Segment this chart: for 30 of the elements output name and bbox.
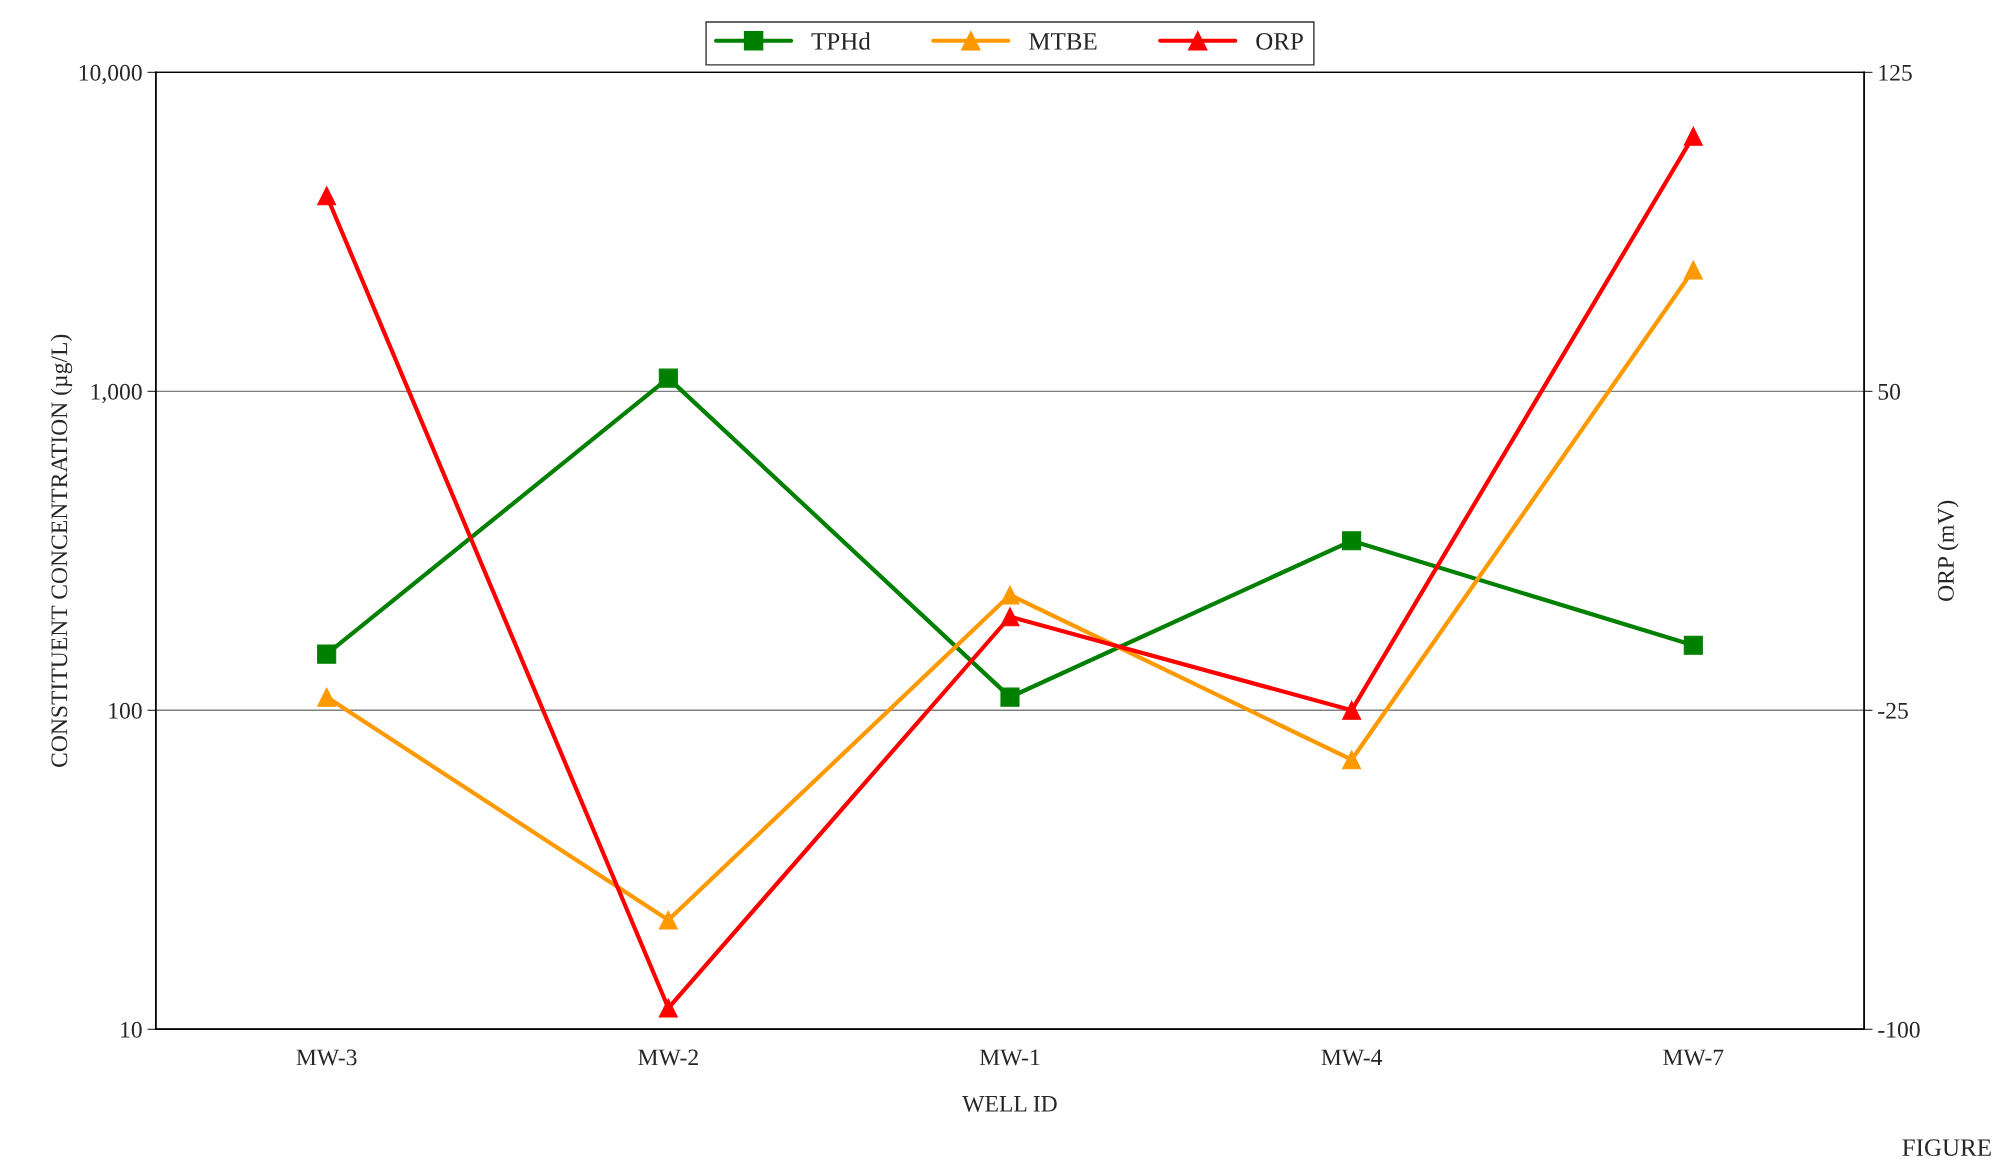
point [658, 910, 678, 930]
legend-label: MTBE [1029, 33, 1097, 50]
point [317, 644, 337, 664]
legend-label: ORP [1256, 32, 1303, 50]
y-tick-label: 100 [109, 702, 142, 719]
text: FIGURE [1902, 1139, 1991, 1157]
y-tick-label: 10 [121, 1021, 142, 1038]
y2-tick-label: 125 [1879, 64, 1912, 81]
point [658, 368, 678, 388]
x-tick-label: MW-3 [296, 1049, 357, 1066]
x-tick-label: MW-7 [1663, 1049, 1724, 1066]
x-tick-label: MW-1 [979, 1049, 1040, 1066]
y2-axis-title: ORP (mV) [1937, 500, 1959, 601]
y2-tick-label: -100 [1878, 1021, 1920, 1038]
point [1683, 260, 1703, 280]
point [1000, 585, 1020, 605]
point [317, 687, 337, 707]
point [1000, 687, 1020, 707]
point [1342, 531, 1362, 551]
y2-tick-label: -25 [1878, 702, 1908, 719]
x-tick-label: MW-2 [638, 1049, 698, 1066]
y-tick-label: 10,000 [79, 64, 142, 85]
x-tick-label: MW-4 [1321, 1049, 1383, 1066]
point [1342, 750, 1362, 770]
point [1683, 635, 1703, 655]
x-axis-title: WELL ID [962, 1096, 1057, 1112]
y2-tick-label: 50 [1878, 383, 1901, 400]
y-axis-title: CONSTITUENT CONCENTRATION (µg/L) [50, 334, 73, 767]
y-tick-label: 1,000 [91, 383, 142, 404]
legend-label: TPHd [811, 32, 871, 50]
